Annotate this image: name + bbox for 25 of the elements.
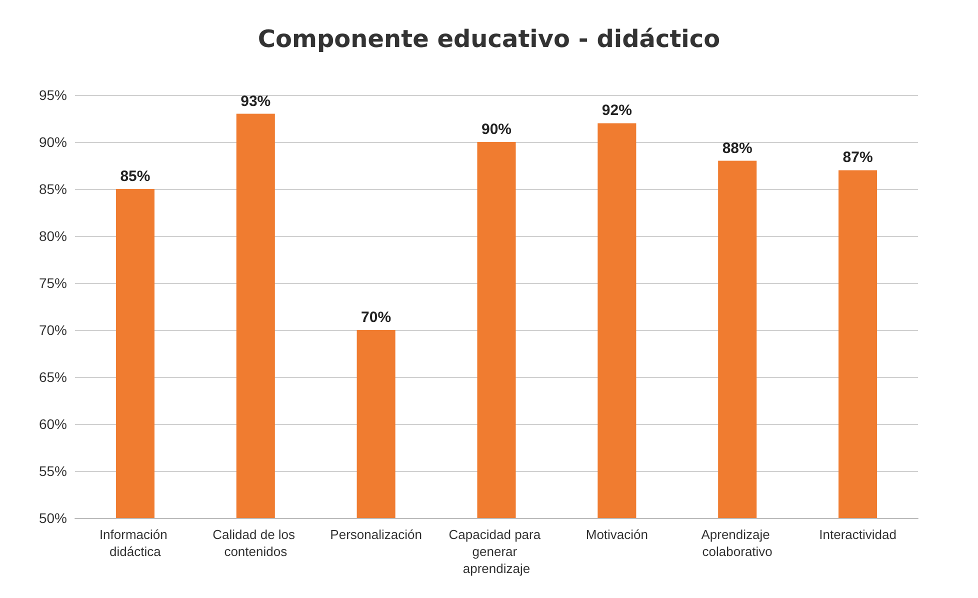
data-label: 70%: [361, 309, 392, 326]
x-tick-label: Personalización: [330, 527, 422, 542]
y-tick-label: 50%: [38, 510, 67, 526]
y-tick-label: 65%: [38, 369, 67, 385]
data-label: 92%: [602, 102, 632, 120]
y-tick-label: 70%: [38, 322, 67, 338]
y-tick-label: 75%: [38, 275, 67, 291]
x-tick-label: Aprendizaje colaborativo: [701, 527, 774, 559]
y-tick-label: 95%: [38, 87, 67, 103]
x-tick-label: Interactividad: [819, 527, 896, 542]
data-label: 90%: [481, 121, 512, 138]
y-tick-label: 60%: [38, 416, 67, 432]
y-tick-label: 55%: [38, 463, 67, 479]
y-tick-label: 90%: [38, 134, 67, 150]
data-label: 87%: [842, 149, 873, 166]
data-label: 93%: [240, 92, 271, 110]
chart-title: Componente educativo - didáctico: [258, 25, 720, 53]
x-tick-label: Información didáctica: [99, 527, 171, 559]
x-tick-label: Motivación: [586, 527, 648, 542]
y-tick-label: 85%: [38, 181, 67, 197]
x-tick-label: Capacidad para generar aprendizaje: [448, 527, 544, 576]
data-label: 88%: [722, 140, 752, 157]
y-tick-label: 80%: [38, 228, 67, 244]
data-label: 85%: [120, 168, 150, 185]
x-tick-label: Calidad de los contenidos: [212, 527, 299, 559]
